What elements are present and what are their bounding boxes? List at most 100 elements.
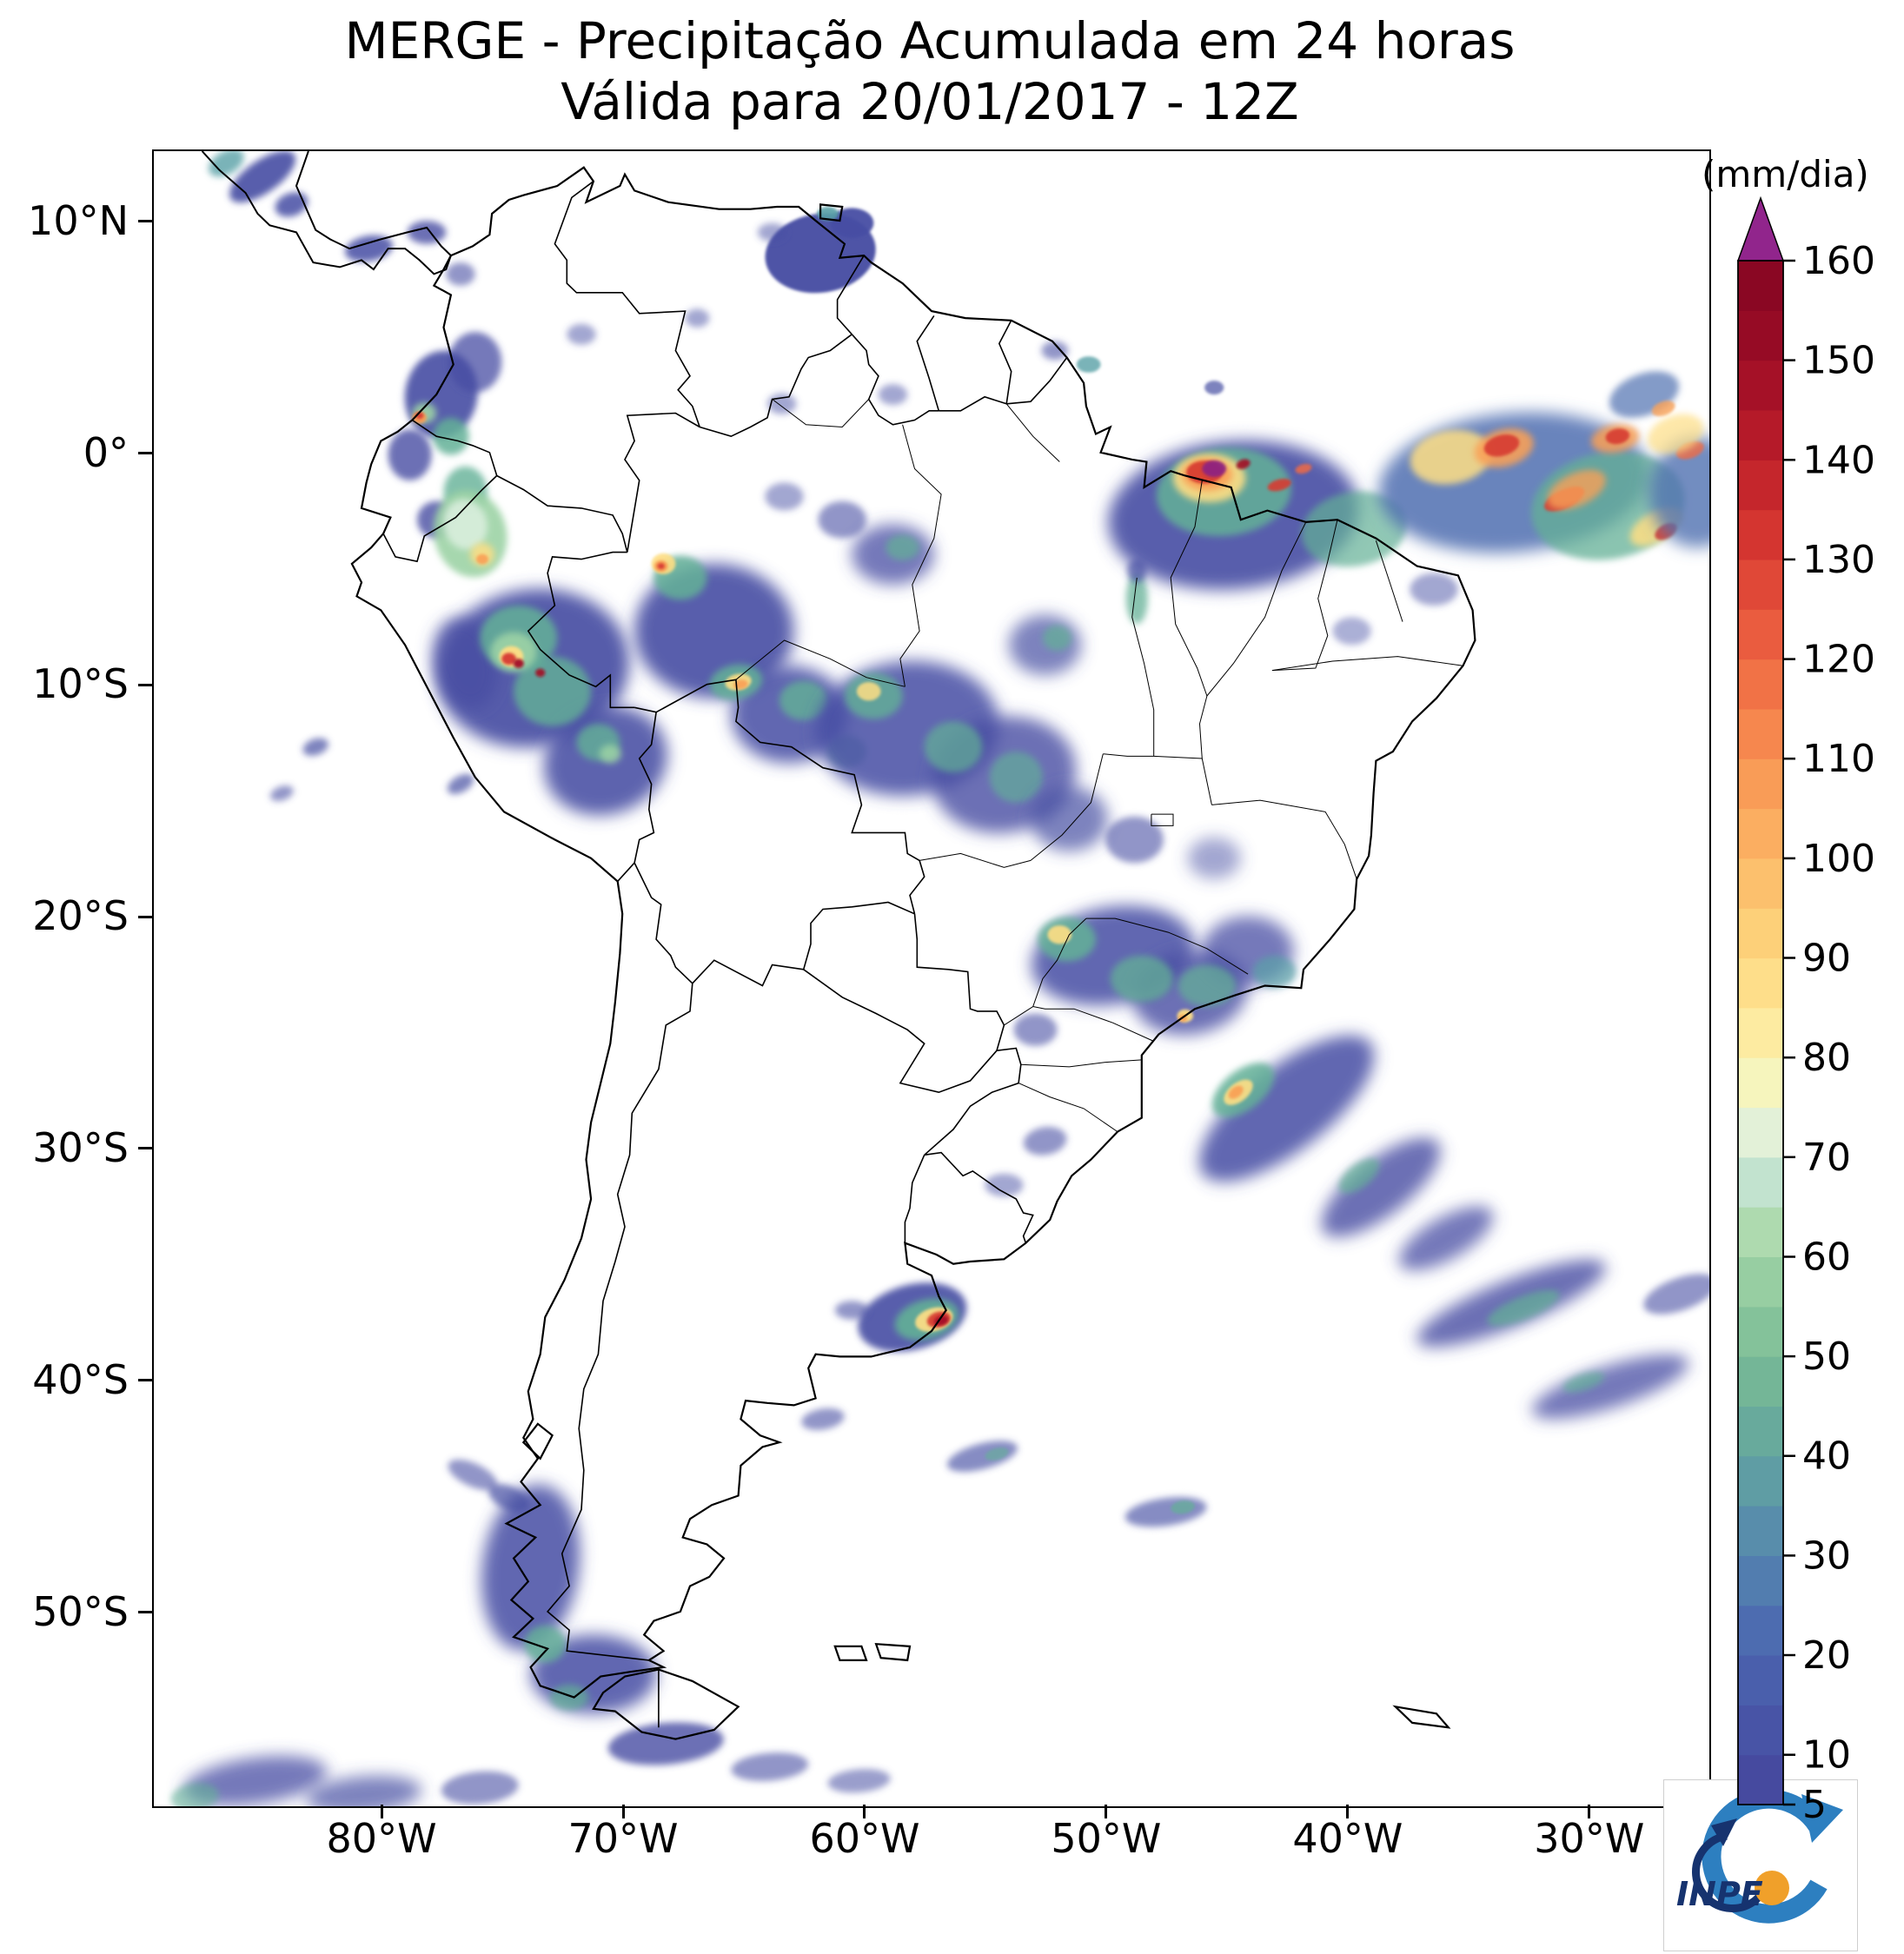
precip-blob	[801, 1408, 845, 1430]
precip-blob	[757, 222, 787, 242]
y-axis-tick-label: 30°S	[32, 1123, 129, 1171]
colorbar-tick-label: 90	[1802, 937, 1851, 981]
precip-blob	[567, 323, 596, 345]
precip-blob	[731, 1752, 809, 1782]
precip-blob	[1338, 1158, 1380, 1194]
country-border	[802, 901, 915, 970]
colorbar-segment	[1738, 758, 1783, 810]
state-border	[899, 424, 942, 687]
precip-blob	[448, 332, 502, 393]
colorbar-tick-label: 5	[1802, 1783, 1827, 1827]
state-border	[1271, 656, 1463, 672]
precip-blob	[344, 235, 393, 262]
x-axis-tick-label: 40°W	[1292, 1815, 1403, 1862]
colorbar-tick-label: 40	[1802, 1434, 1851, 1479]
precip-blob	[599, 745, 621, 764]
inpe-logo-orbit-arrowhead	[1711, 1818, 1737, 1846]
precip-blob	[1125, 573, 1148, 625]
colorbar-segment	[1738, 708, 1783, 759]
colorbar-segment	[1738, 1406, 1783, 1457]
colorbar-segment	[1738, 1605, 1783, 1656]
state-border	[1198, 695, 1212, 805]
colorbar-segment	[1738, 410, 1783, 460]
country-border	[527, 551, 635, 709]
coastline	[874, 1642, 912, 1662]
colorbar-segment	[1738, 1655, 1783, 1706]
country-border	[496, 474, 628, 553]
precip-blob	[1041, 341, 1069, 361]
country-border	[924, 1047, 1022, 1156]
precip-blob	[1605, 428, 1630, 445]
state-border	[1271, 520, 1338, 672]
precip-blob	[1042, 625, 1072, 651]
precip-blob	[446, 262, 475, 286]
colorbar-tick-label: 30	[1802, 1533, 1851, 1578]
colorbar-segment	[1738, 1705, 1783, 1756]
precip-blob	[1562, 1371, 1605, 1393]
state-border	[1032, 1006, 1154, 1042]
country-border	[382, 474, 498, 563]
figure-title-line1: MERGE - Precipitação Acumulada em 24 hor…	[344, 11, 1516, 70]
colorbar-tick-label: 20	[1802, 1633, 1851, 1678]
colorbar-tick-label: 60	[1802, 1235, 1851, 1280]
precip-blob	[1483, 434, 1520, 457]
precip-blob	[1023, 1126, 1067, 1156]
figure-title-line2: Válida para 20/01/2017 - 12Z	[561, 72, 1299, 131]
country-border	[939, 395, 1007, 412]
colorbar-tick-label: 100	[1802, 837, 1875, 881]
country-border	[924, 1151, 1034, 1243]
x-axis-tick-label: 70°W	[567, 1815, 679, 1862]
coastline	[819, 203, 844, 222]
colorbar-segment	[1738, 659, 1783, 710]
country-border	[692, 959, 804, 987]
colorbar: 160 150 140 130 120 110 100 90 80 70 60 50 40 30 20 10 5	[1736, 195, 1875, 1827]
coastline	[295, 151, 452, 256]
state-border	[1211, 799, 1357, 879]
country-border	[916, 315, 940, 412]
coastline	[201, 151, 452, 275]
country-border	[634, 712, 657, 864]
colorbar-segment	[1738, 1356, 1783, 1407]
x-axis-tick-label: 30°W	[1534, 1815, 1645, 1862]
precip-blob	[183, 1755, 328, 1806]
precip-blob	[513, 659, 524, 668]
x-axis-tick	[380, 1805, 383, 1818]
precip-blob	[1110, 955, 1173, 1003]
x-axis-tick	[1105, 1805, 1108, 1818]
country-border	[836, 255, 865, 335]
precip-blob	[985, 1173, 1024, 1197]
colorbar-segment	[1738, 609, 1783, 660]
state-border	[1085, 917, 1249, 975]
precip-blob	[1047, 925, 1072, 944]
precip-blob	[1410, 573, 1458, 606]
precip-blob	[1228, 1085, 1244, 1099]
precip-blob	[1301, 491, 1408, 567]
y-axis-tick-label: 50°S	[32, 1587, 129, 1635]
precip-blob	[448, 1459, 498, 1491]
precip-blob	[269, 785, 294, 801]
precip-blob	[1124, 1497, 1207, 1527]
precip-blob	[275, 192, 308, 217]
colorbar-tick-label: 160	[1802, 239, 1875, 283]
y-axis-tick	[138, 220, 152, 223]
precip-blob	[514, 656, 592, 726]
state-border	[1005, 403, 1060, 462]
country-border	[546, 983, 693, 1661]
precip-blob	[209, 151, 244, 177]
precip-blob	[524, 1625, 566, 1663]
state-border	[1030, 753, 1104, 861]
precip-blob	[481, 1484, 580, 1651]
precip-blob	[685, 308, 710, 328]
precip-blob	[1332, 617, 1371, 646]
state-border	[1131, 577, 1155, 757]
colorbar-segment	[1738, 310, 1783, 361]
precip-blob	[1651, 401, 1675, 417]
colorbar-segment	[1738, 1156, 1783, 1208]
y-axis-tick-label: 0°	[83, 428, 129, 476]
precip-blob	[657, 563, 665, 570]
precip-blob	[501, 652, 516, 666]
colorbar-segment	[1738, 460, 1783, 511]
coastline	[350, 166, 1476, 1699]
colorbar-segment	[1738, 1107, 1783, 1158]
state-border	[1004, 917, 1087, 1026]
